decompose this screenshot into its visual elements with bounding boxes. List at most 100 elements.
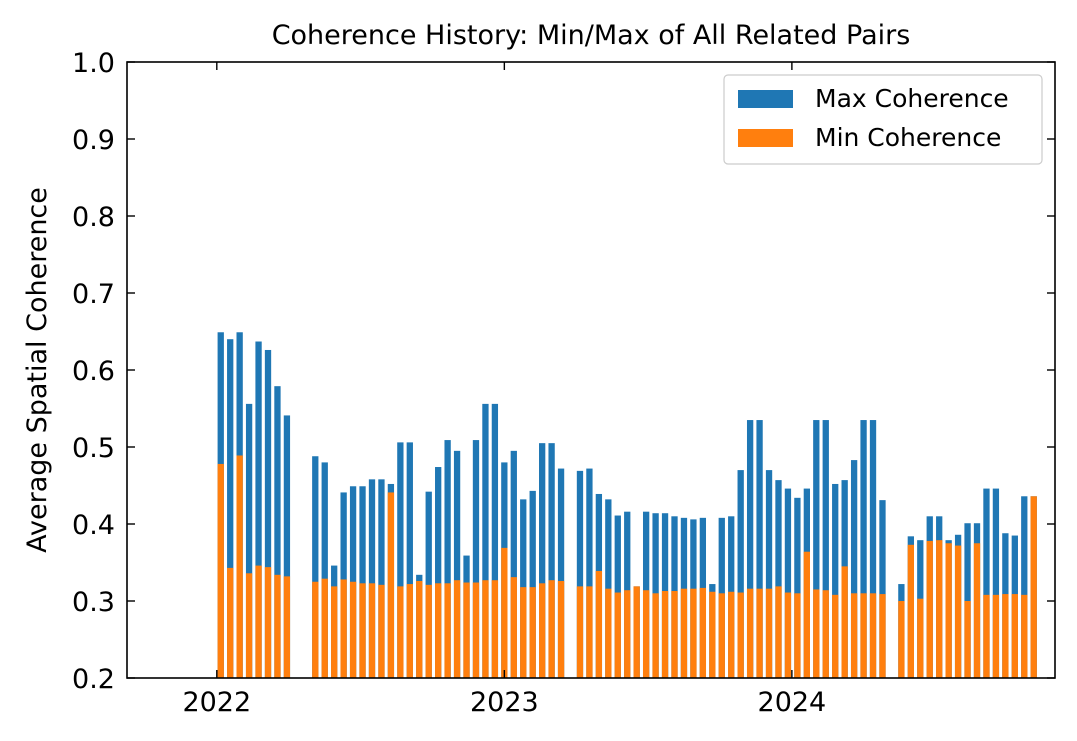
max-coherence-bar-61 bbox=[822, 420, 829, 678]
min-coherence-bar-13 bbox=[359, 583, 366, 678]
max-coherence-bar-52 bbox=[737, 470, 744, 678]
legend-swatch-1 bbox=[738, 129, 793, 147]
max-coherence-bar-7 bbox=[283, 415, 291, 678]
min-coherence-bar-23 bbox=[453, 580, 461, 678]
max-coherence-bar-75 bbox=[964, 523, 971, 678]
max-coherence-bar-35 bbox=[576, 470, 584, 678]
min-coherence-bar-17 bbox=[397, 586, 404, 678]
min-coherence-bar-0 bbox=[217, 463, 224, 678]
min-coherence-bar-42 bbox=[642, 590, 650, 678]
max-coherence-bar-9 bbox=[321, 462, 328, 678]
min-coherence-bar-36 bbox=[586, 586, 593, 678]
legend-swatch-0 bbox=[738, 90, 793, 108]
chart-title: Coherence History: Min/Max of All Relate… bbox=[272, 20, 911, 51]
min-coherence-bar-44 bbox=[661, 590, 669, 678]
min-coherence-bar-72 bbox=[936, 540, 943, 678]
max-coherence-bar-33 bbox=[548, 443, 555, 678]
min-coherence-bar-34 bbox=[557, 580, 565, 678]
min-coherence-bar-59 bbox=[803, 551, 810, 678]
min-coherence-bar-63 bbox=[841, 566, 848, 678]
min-coherence-bar-76 bbox=[973, 543, 981, 678]
min-coherence-bar-47 bbox=[690, 588, 697, 678]
max-coherence-bar-77 bbox=[983, 488, 990, 678]
min-coherence-bar-21 bbox=[435, 583, 442, 678]
y-tick-label-1: 0.3 bbox=[72, 587, 115, 618]
min-coherence-bar-54 bbox=[756, 588, 763, 678]
min-coherence-bar-30 bbox=[520, 587, 527, 678]
max-coherence-bar-23 bbox=[453, 450, 461, 678]
max-coherence-bar-1 bbox=[227, 339, 234, 678]
y-axis: 0.2 0.3 0.4 0.5 0.6 0.7 0.8 0.9 1.0 bbox=[72, 48, 1055, 695]
min-coherence-bar-1 bbox=[227, 567, 234, 678]
max-coherence-bar-78 bbox=[992, 488, 1000, 678]
max-coherence-bar-57 bbox=[784, 488, 792, 678]
min-coherence-bar-31 bbox=[529, 587, 536, 678]
min-coherence-bar-43 bbox=[652, 593, 659, 678]
min-coherence-bar-82 bbox=[1030, 496, 1037, 678]
min-coherence-bar-39 bbox=[614, 592, 621, 678]
max-coherence-bar-65 bbox=[860, 420, 867, 678]
min-coherence-bar-2 bbox=[236, 455, 243, 678]
x-tick-label-2: 2024 bbox=[758, 687, 827, 718]
min-coherence-bar-33 bbox=[548, 580, 555, 678]
max-coherence-bar-6 bbox=[274, 386, 281, 678]
min-coherence-bar-68 bbox=[898, 601, 905, 678]
max-coherence-bar-56 bbox=[775, 480, 782, 678]
min-coherence-bar-8 bbox=[312, 581, 319, 678]
min-coherence-bar-78 bbox=[992, 594, 1000, 678]
min-coherence-series bbox=[217, 455, 1037, 678]
max-coherence-bar-15 bbox=[378, 479, 385, 678]
max-coherence-bar-31 bbox=[529, 490, 536, 678]
legend-label-1: Min Coherence bbox=[815, 123, 1001, 152]
min-coherence-bar-22 bbox=[444, 583, 451, 678]
min-coherence-bar-4 bbox=[255, 565, 262, 678]
min-coherence-bar-24 bbox=[463, 582, 470, 678]
min-coherence-bar-74 bbox=[954, 545, 962, 678]
min-coherence-bar-50 bbox=[718, 593, 725, 678]
min-coherence-bar-80 bbox=[1011, 594, 1018, 678]
min-coherence-bar-5 bbox=[264, 567, 272, 678]
min-coherence-bar-65 bbox=[860, 593, 867, 678]
max-coherence-bar-8 bbox=[312, 456, 319, 678]
min-coherence-bar-3 bbox=[245, 573, 253, 678]
min-coherence-bar-27 bbox=[491, 580, 499, 678]
min-coherence-bar-51 bbox=[728, 591, 735, 678]
min-coherence-bar-18 bbox=[406, 584, 413, 678]
legend-label-0: Max Coherence bbox=[815, 84, 1009, 113]
min-coherence-bar-25 bbox=[472, 582, 480, 678]
min-coherence-bar-46 bbox=[680, 588, 688, 678]
max-coherence-bar-5 bbox=[264, 349, 272, 678]
min-coherence-bar-69 bbox=[907, 544, 914, 678]
max-coherence-bar-18 bbox=[406, 442, 413, 678]
min-coherence-bar-11 bbox=[340, 579, 347, 678]
max-coherence-bar-17 bbox=[397, 442, 404, 678]
max-coherence-bar-26 bbox=[482, 403, 489, 678]
min-coherence-bar-57 bbox=[784, 592, 792, 678]
min-coherence-bar-60 bbox=[813, 589, 820, 678]
max-coherence-bar-29 bbox=[510, 450, 517, 678]
legend-box bbox=[723, 74, 1043, 165]
min-coherence-bar-6 bbox=[274, 574, 281, 678]
max-coherence-bar-3 bbox=[245, 403, 253, 678]
max-coherence-bar-54 bbox=[756, 420, 763, 678]
min-coherence-bar-56 bbox=[775, 586, 782, 678]
min-coherence-bar-53 bbox=[746, 588, 754, 678]
max-coherence-bar-62 bbox=[832, 483, 839, 678]
min-coherence-bar-14 bbox=[368, 583, 376, 678]
min-coherence-bar-79 bbox=[1002, 594, 1009, 678]
min-coherence-bar-52 bbox=[737, 592, 744, 678]
min-coherence-bar-12 bbox=[349, 581, 357, 678]
max-coherence-bar-21 bbox=[435, 467, 442, 678]
min-coherence-bar-15 bbox=[378, 584, 385, 678]
max-coherence-bar-25 bbox=[472, 440, 480, 678]
min-coherence-bar-41 bbox=[633, 586, 640, 678]
min-coherence-bar-71 bbox=[926, 540, 933, 678]
min-coherence-bar-77 bbox=[983, 594, 990, 678]
min-coherence-bar-67 bbox=[879, 594, 886, 678]
max-coherence-bar-64 bbox=[850, 460, 858, 678]
min-coherence-bar-49 bbox=[709, 591, 716, 678]
min-coherence-bar-62 bbox=[832, 594, 839, 678]
min-coherence-bar-38 bbox=[605, 588, 612, 678]
min-coherence-bar-37 bbox=[595, 570, 603, 678]
